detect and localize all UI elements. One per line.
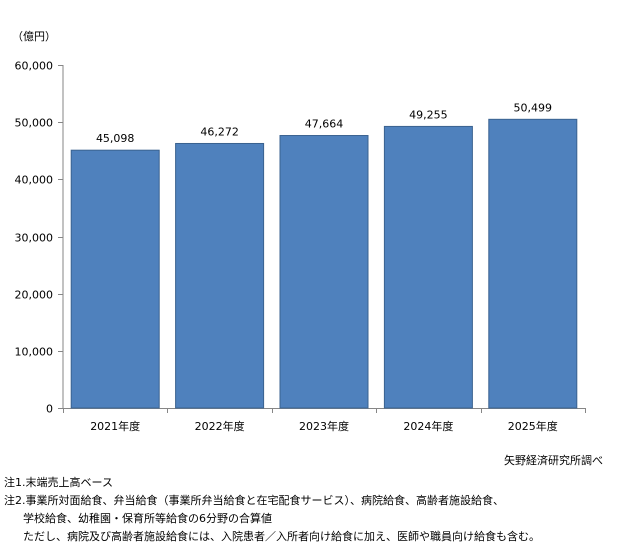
x-tick-label: 2021年度 [90, 419, 140, 433]
x-tick-label: 2024年度 [403, 419, 453, 433]
bar [488, 118, 578, 409]
bar [279, 135, 369, 409]
note-2: 注2.事業所対面給食、弁当給食（事業所弁当給食と在宅配食サービス）、病院給食、高… [4, 494, 504, 507]
y-tick-label: 10,000 [15, 346, 54, 359]
y-tick-label: 0 [46, 403, 53, 416]
bar [175, 142, 265, 409]
note-2-detail: ただし、病院及び高齢者施設給食には、入院患者／入所者向け給食に加え、医師や職員向… [23, 530, 540, 543]
data-labels: 45,098 46,272 47,664 49,255 50,499 [96, 101, 552, 145]
y-tick-label: 50,000 [15, 117, 54, 130]
bar [70, 149, 160, 409]
bars [70, 118, 578, 409]
x-axis: 2021年度 2022年度 2023年度 2024年度 2025年度 [63, 408, 586, 433]
bar-value-label: 50,499 [514, 101, 553, 114]
note-2-continued: 学校給食、幼稚園・保育所等給食の6分野の合算値 [23, 512, 272, 525]
y-tick-label: 60,000 [15, 60, 54, 73]
x-tick-label: 2022年度 [195, 419, 245, 433]
x-tick-label: 2025年度 [508, 419, 558, 433]
bar-value-label: 46,272 [200, 125, 239, 138]
y-tick-label: 40,000 [15, 174, 54, 187]
bar-value-label: 47,664 [305, 118, 344, 131]
bar-chart: （億円） 0 10,000 20,000 30,000 40,000 50,000 60,0… [12, 30, 586, 433]
source-credit: 矢野経済研究所調べ [504, 454, 603, 467]
x-tick-label: 2023年度 [299, 419, 349, 433]
notes: 注1.末端売上高ベース 注2.事業所対面給食、弁当給食（事業所弁当給食と在宅配食… [4, 474, 540, 546]
bar-value-label: 45,098 [96, 132, 135, 145]
y-tick-label: 30,000 [15, 232, 54, 245]
bar-value-label: 49,255 [409, 108, 448, 121]
bar [383, 125, 473, 409]
y-axis: 0 10,000 20,000 30,000 40,000 50,000 60,000 [15, 60, 64, 416]
y-axis-unit-label: （億円） [12, 30, 56, 43]
note-1: 注1.末端売上高ベース [4, 476, 113, 489]
y-tick-label: 20,000 [15, 289, 54, 302]
